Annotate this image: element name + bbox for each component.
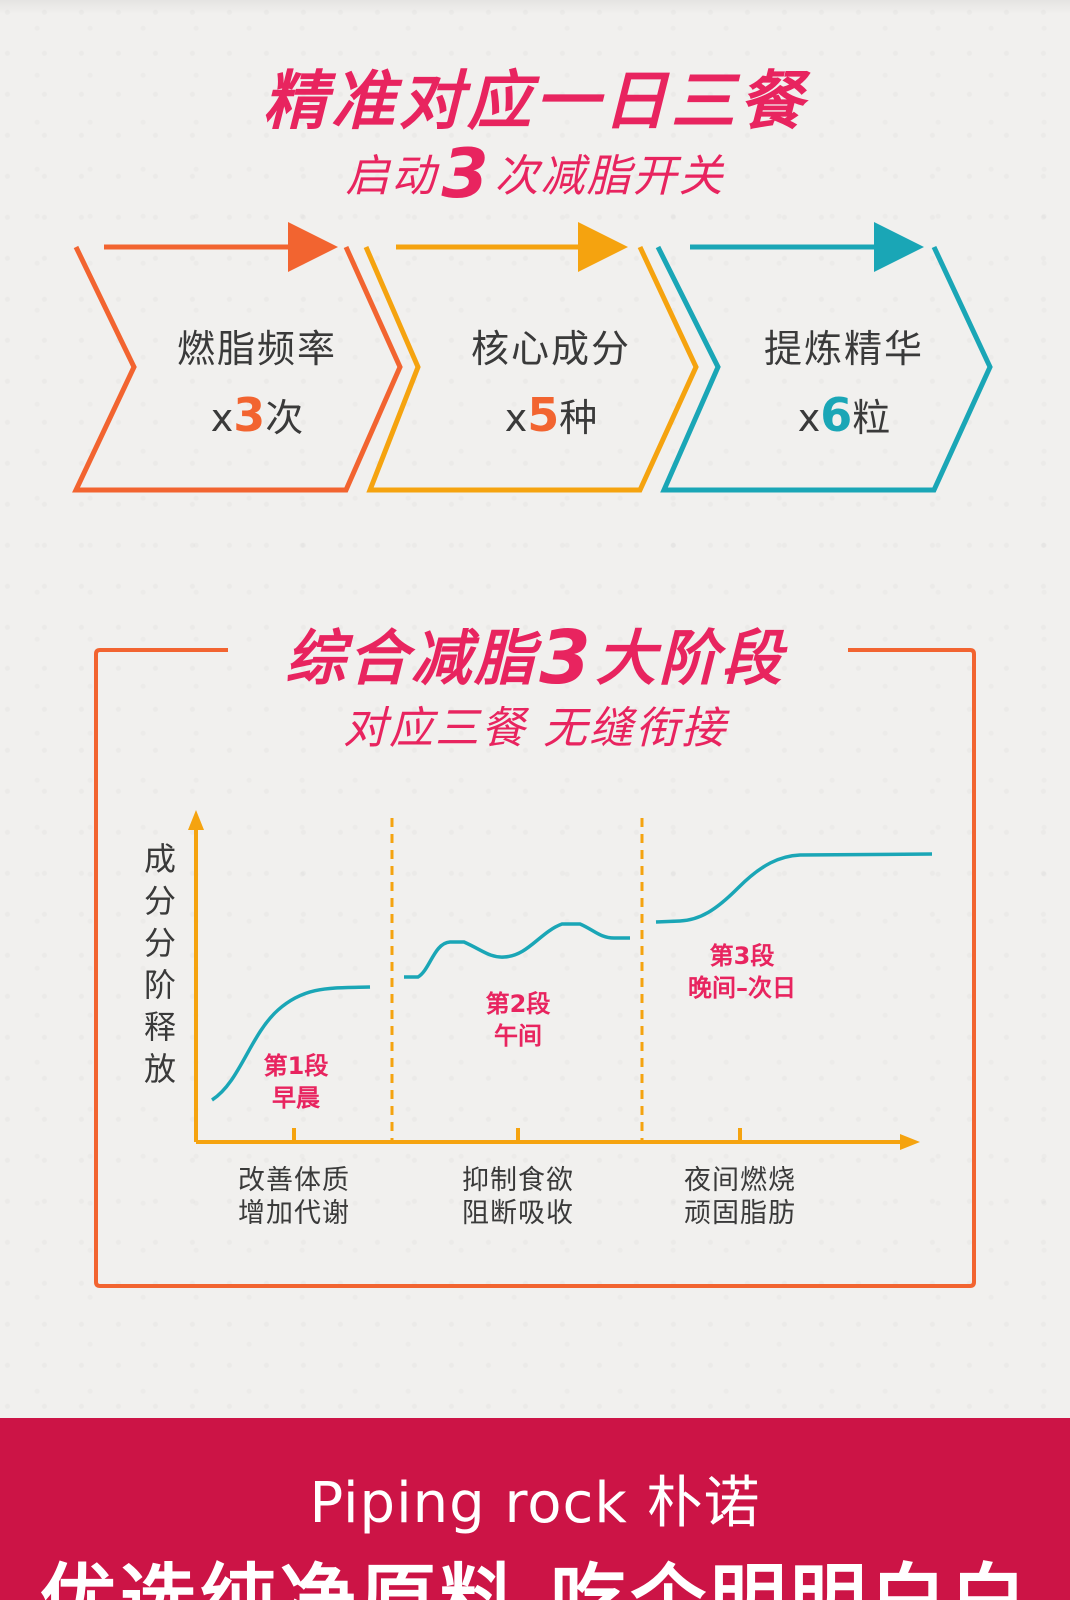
section-title-suffix: 大阶段 [595, 624, 785, 694]
step1-chevron [72, 245, 403, 493]
step-prefix: x [504, 396, 528, 440]
step-count: x6粒 [724, 387, 964, 442]
step-number: 5 [527, 388, 560, 442]
section-title-prefix: 综合减脂 [285, 624, 538, 694]
step-count: x5种 [431, 387, 671, 442]
step-count: x3次 [137, 387, 377, 442]
section-subtitle: 对应三餐 无缝衔接 [343, 703, 727, 754]
step3-chevron [655, 245, 993, 493]
stage-1-label: 第1段 早晨 [226, 1050, 366, 1114]
stage-3-label: 第3段 晚间–次日 [672, 940, 812, 1004]
effect-line: 抑制食欲 [462, 1165, 574, 1196]
step-prefix: x [210, 396, 234, 440]
top-shadow [0, 0, 1070, 14]
x-tick-label-2: 抑制食欲 阻断吸收 [418, 1164, 618, 1230]
step-prefix: x [797, 396, 821, 440]
y-axis-arrowhead [188, 810, 204, 830]
step-burn-frequency: 燃脂频率 x3次 [137, 318, 377, 442]
stage-name: 第1段 [263, 1052, 329, 1080]
stage-time: 午间 [494, 1022, 542, 1050]
step-title: 核心成分 [470, 327, 631, 371]
chevron-process-graphic [72, 222, 993, 493]
stage-name: 第3段 [709, 942, 775, 970]
stage-2-curve [404, 922, 630, 979]
stage-1-curve [211, 985, 371, 1102]
brand-slogan: 优选纯净原料 吃个明明白白 [39, 1555, 1031, 1600]
step-extract-essence: 提炼精华 x6粒 [724, 318, 964, 442]
effect-line: 阻断吸收 [462, 1198, 574, 1229]
stage-name: 第2段 [485, 990, 551, 1018]
step-title: 燃脂频率 [176, 327, 337, 371]
section-title: 综合减脂3大阶段 [0, 610, 1070, 701]
stage-time: 晚间–次日 [688, 974, 796, 1002]
section-frame [94, 648, 976, 1288]
stage-chart [94, 648, 976, 1288]
step2-chevron [363, 245, 699, 493]
effect-line: 顽固脂肪 [684, 1198, 796, 1229]
step-unit: 种 [559, 396, 598, 440]
x-axis-arrowhead [900, 1134, 920, 1150]
stage-time: 早晨 [272, 1084, 320, 1112]
step-unit: 粒 [852, 396, 891, 440]
effect-line: 改善体质 [238, 1165, 350, 1196]
step-number: 3 [233, 388, 266, 442]
x-tick-label-1: 改善体质 增加代谢 [194, 1164, 394, 1230]
brand-name: Piping rock 朴诺 [309, 1471, 761, 1536]
step-number: 6 [820, 388, 853, 442]
page-subtitle: 启动3次减脂开关 [0, 135, 1070, 214]
stage-3-curve [655, 852, 933, 924]
page-title: 精准对应一日三餐 [263, 65, 807, 139]
footer-banner: Piping rock 朴诺 优选纯净原料 吃个明明白白 [0, 1418, 1070, 1600]
section-title-number: 3 [539, 615, 594, 701]
x-tick-label-3: 夜间燃烧 顽固脂肪 [640, 1164, 840, 1230]
step-title: 提炼精华 [763, 327, 924, 371]
step-core-ingredients: 核心成分 x5种 [431, 318, 671, 442]
stage-2-label: 第2段 午间 [448, 988, 588, 1052]
effect-line: 增加代谢 [238, 1198, 350, 1229]
subtitle-prefix: 启动 [345, 151, 438, 202]
subtitle-number: 3 [441, 135, 491, 214]
effect-line: 夜间燃烧 [684, 1165, 796, 1196]
y-axis-label: 成分分阶释放 [143, 840, 176, 1088]
subtitle-suffix: 次减脂开关 [494, 151, 725, 202]
step-unit: 次 [265, 396, 304, 440]
